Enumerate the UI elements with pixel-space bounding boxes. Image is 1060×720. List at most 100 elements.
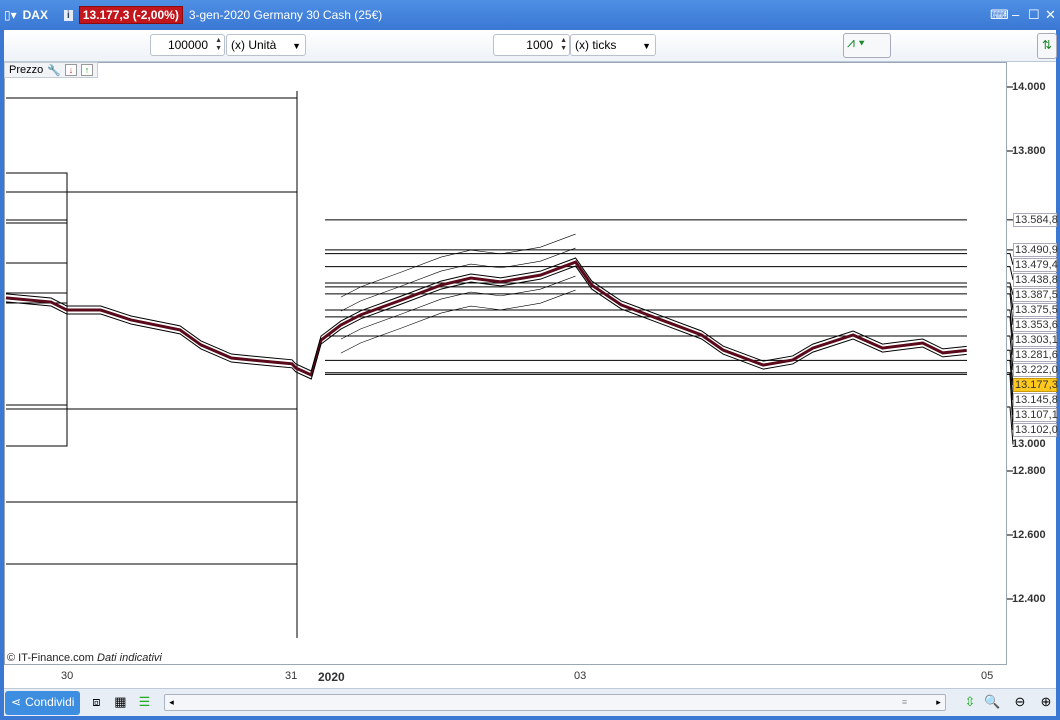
spin-arrows-icon[interactable]: ▲ ▼ xyxy=(560,37,567,52)
maximize-icon[interactable]: ☐ xyxy=(1028,7,1040,22)
price-level-label: 13.102,0 xyxy=(1013,422,1058,437)
envelope-line xyxy=(340,233,576,298)
zoom-fit-icon[interactable]: 🔍 xyxy=(984,693,1001,709)
axis-leader-line xyxy=(1007,372,1014,415)
price-band-line xyxy=(5,265,967,380)
y-tick-label: 12.800 xyxy=(1012,464,1046,477)
x-tick-label: 31 xyxy=(285,670,298,682)
window-frame xyxy=(0,30,1060,720)
axis-leader-line xyxy=(1007,309,1014,340)
price-level-label: 13.281,6 xyxy=(1013,347,1058,362)
move-up-icon[interactable]: ↑ xyxy=(80,64,93,76)
price-level-label: 13.145,8 xyxy=(1013,392,1058,407)
share-button[interactable]: ⋖ Condividi xyxy=(5,690,81,715)
axis-leader-line xyxy=(1007,293,1014,325)
keyboard-icon[interactable]: ⌨ xyxy=(990,7,1009,22)
bottom-toolbar: ⋖ Condividi ⧈ ▦ ☰ ◂ ≡ ▸ ⇳ 🔍 ⊖ ⊕ xyxy=(4,688,1056,716)
info-icon[interactable]: i xyxy=(63,9,73,21)
price-panel-header: Prezzo 🔧 ↓ ↑ xyxy=(4,62,98,78)
y-tick-label: 12.400 xyxy=(1012,592,1046,605)
ticks-value: 1000 xyxy=(526,38,553,52)
indicator-band-line xyxy=(6,93,298,99)
move-down-icon[interactable]: ↓ xyxy=(64,64,77,76)
credit-text: © IT-Finance.com Dati indicativi xyxy=(7,652,162,664)
chevron-down-icon: ▼ xyxy=(642,41,651,51)
indicator-band-line xyxy=(6,219,68,304)
axis-leader-line xyxy=(1007,282,1014,296)
chart-plot-area[interactable] xyxy=(4,62,1007,665)
indicator-band-line xyxy=(6,563,298,638)
y-tick-label: 13.800 xyxy=(1012,144,1046,157)
price-level-label: 13.438,8 xyxy=(1013,272,1058,287)
calculator-icon[interactable]: ▦ xyxy=(114,693,127,709)
copyright: © IT-Finance.com xyxy=(7,652,94,664)
ticks-unit-select[interactable]: (x) ticks ▼ xyxy=(570,34,656,56)
chart-style-icon[interactable]: ⧈ xyxy=(92,693,101,709)
indicator-band-line xyxy=(6,292,68,447)
title-bar: ▯▾ DAX i 13.177,3 (-2,00%) 3-gen-2020 Ge… xyxy=(0,0,1060,30)
quantity-stepper[interactable]: 100000 ▲ ▼ xyxy=(150,34,225,56)
chart-type-icon[interactable]: ▯▾ xyxy=(4,8,17,22)
price-level-label: 13.375,5 xyxy=(1013,302,1058,317)
price-level-label: 13.303,1 xyxy=(1013,332,1058,347)
axis-leader-line xyxy=(1007,286,1014,310)
time-scrollbar[interactable]: ◂ ≡ ▸ xyxy=(164,694,946,711)
ticks-stepper[interactable]: 1000 ▲ ▼ xyxy=(493,34,570,56)
y-tick-label: 14.000 xyxy=(1012,80,1046,93)
axis-leader-line xyxy=(1007,253,1014,266)
price-level-label: 13.584,8 xyxy=(1013,212,1058,227)
price-level-label: 13.353,6 xyxy=(1013,317,1058,332)
price-level-label: 13.479,4 xyxy=(1013,257,1058,272)
share-label: Condividi xyxy=(25,694,75,709)
toolbar: 100000 ▲ ▼ (x) Unità ▼ 1000 ▲ ▼ (x) ticks ▼ ⩘ … xyxy=(4,30,1057,62)
share-icon: ⋖ xyxy=(11,694,22,709)
indicators-button[interactable]: ⩘ ▾ xyxy=(843,33,891,58)
price-chart[interactable] xyxy=(5,63,1008,666)
disclaimer: Dati indicativi xyxy=(97,652,162,664)
quantity-unit-select[interactable]: (x) Unità ▼ xyxy=(226,34,306,56)
price-level-label: 13.222,0 xyxy=(1013,362,1058,377)
x-tick-label: 30 xyxy=(61,670,74,682)
axis-leader-line xyxy=(1007,359,1014,400)
wrench-icon[interactable]: 🔧 xyxy=(47,64,61,77)
orderbook-icon[interactable]: ☰ xyxy=(138,693,151,709)
y-tick-label: 13.000 xyxy=(1012,437,1046,450)
price-level-label: 13.387,5 xyxy=(1013,287,1058,302)
axis-leader-line xyxy=(1007,335,1014,370)
scroll-thumb[interactable]: ≡ xyxy=(901,697,908,707)
last-price-label: 13.177,3 xyxy=(1013,377,1058,392)
envelope-line xyxy=(340,275,576,340)
minimize-icon[interactable]: – xyxy=(1012,7,1020,22)
x-tick-label: 2020 xyxy=(318,670,345,684)
axis-leader-line xyxy=(1007,266,1014,281)
instrument-description: 3-gen-2020 Germany 30 Cash (25€) xyxy=(188,8,383,22)
panel-label: Prezzo xyxy=(9,64,44,76)
price-axis-leader-lines xyxy=(1007,86,1014,600)
spin-arrows-icon[interactable]: ▲ ▼ xyxy=(215,37,222,52)
price-line xyxy=(5,260,967,378)
axis-leader-line xyxy=(1007,316,1014,355)
price-axis: 14.000 13.800 13.584,8 13.490,9 13.479,4 13.4… xyxy=(1007,62,1058,665)
axis-leader-line xyxy=(1007,406,1014,445)
price-level-label: 13.490,9 xyxy=(1013,242,1058,257)
zoom-out-icon[interactable]: ⊖ xyxy=(1014,693,1026,709)
quantity-value: 100000 xyxy=(167,38,208,52)
scroll-right-icon[interactable]: ▸ xyxy=(936,697,941,707)
envelope-line xyxy=(340,289,576,354)
envelope-line xyxy=(340,247,576,312)
autoscale-icon[interactable]: ⇳ xyxy=(964,693,976,709)
symbol-name[interactable]: DAX xyxy=(22,8,48,22)
scroll-left-icon[interactable]: ◂ xyxy=(169,697,174,707)
price-level-label: 13.107,1 xyxy=(1013,407,1058,422)
x-tick-label: 05 xyxy=(981,670,994,682)
chevron-down-icon: ▼ xyxy=(292,41,301,51)
close-icon[interactable]: ✕ xyxy=(1045,7,1056,22)
indicator-band-line xyxy=(6,262,68,406)
ticks-unit-value: (x) ticks xyxy=(575,38,617,52)
zoom-in-icon[interactable]: ⊕ xyxy=(1040,693,1052,709)
price-change-badge: 13.177,3 (-2,00%) xyxy=(78,6,183,24)
time-axis: 30 31 2020 03 05 xyxy=(4,665,1007,687)
price-band-line xyxy=(5,257,967,372)
quantity-unit-value: (x) Unità xyxy=(231,38,277,52)
trade-panel-icon[interactable]: ⇅ xyxy=(1037,33,1057,59)
